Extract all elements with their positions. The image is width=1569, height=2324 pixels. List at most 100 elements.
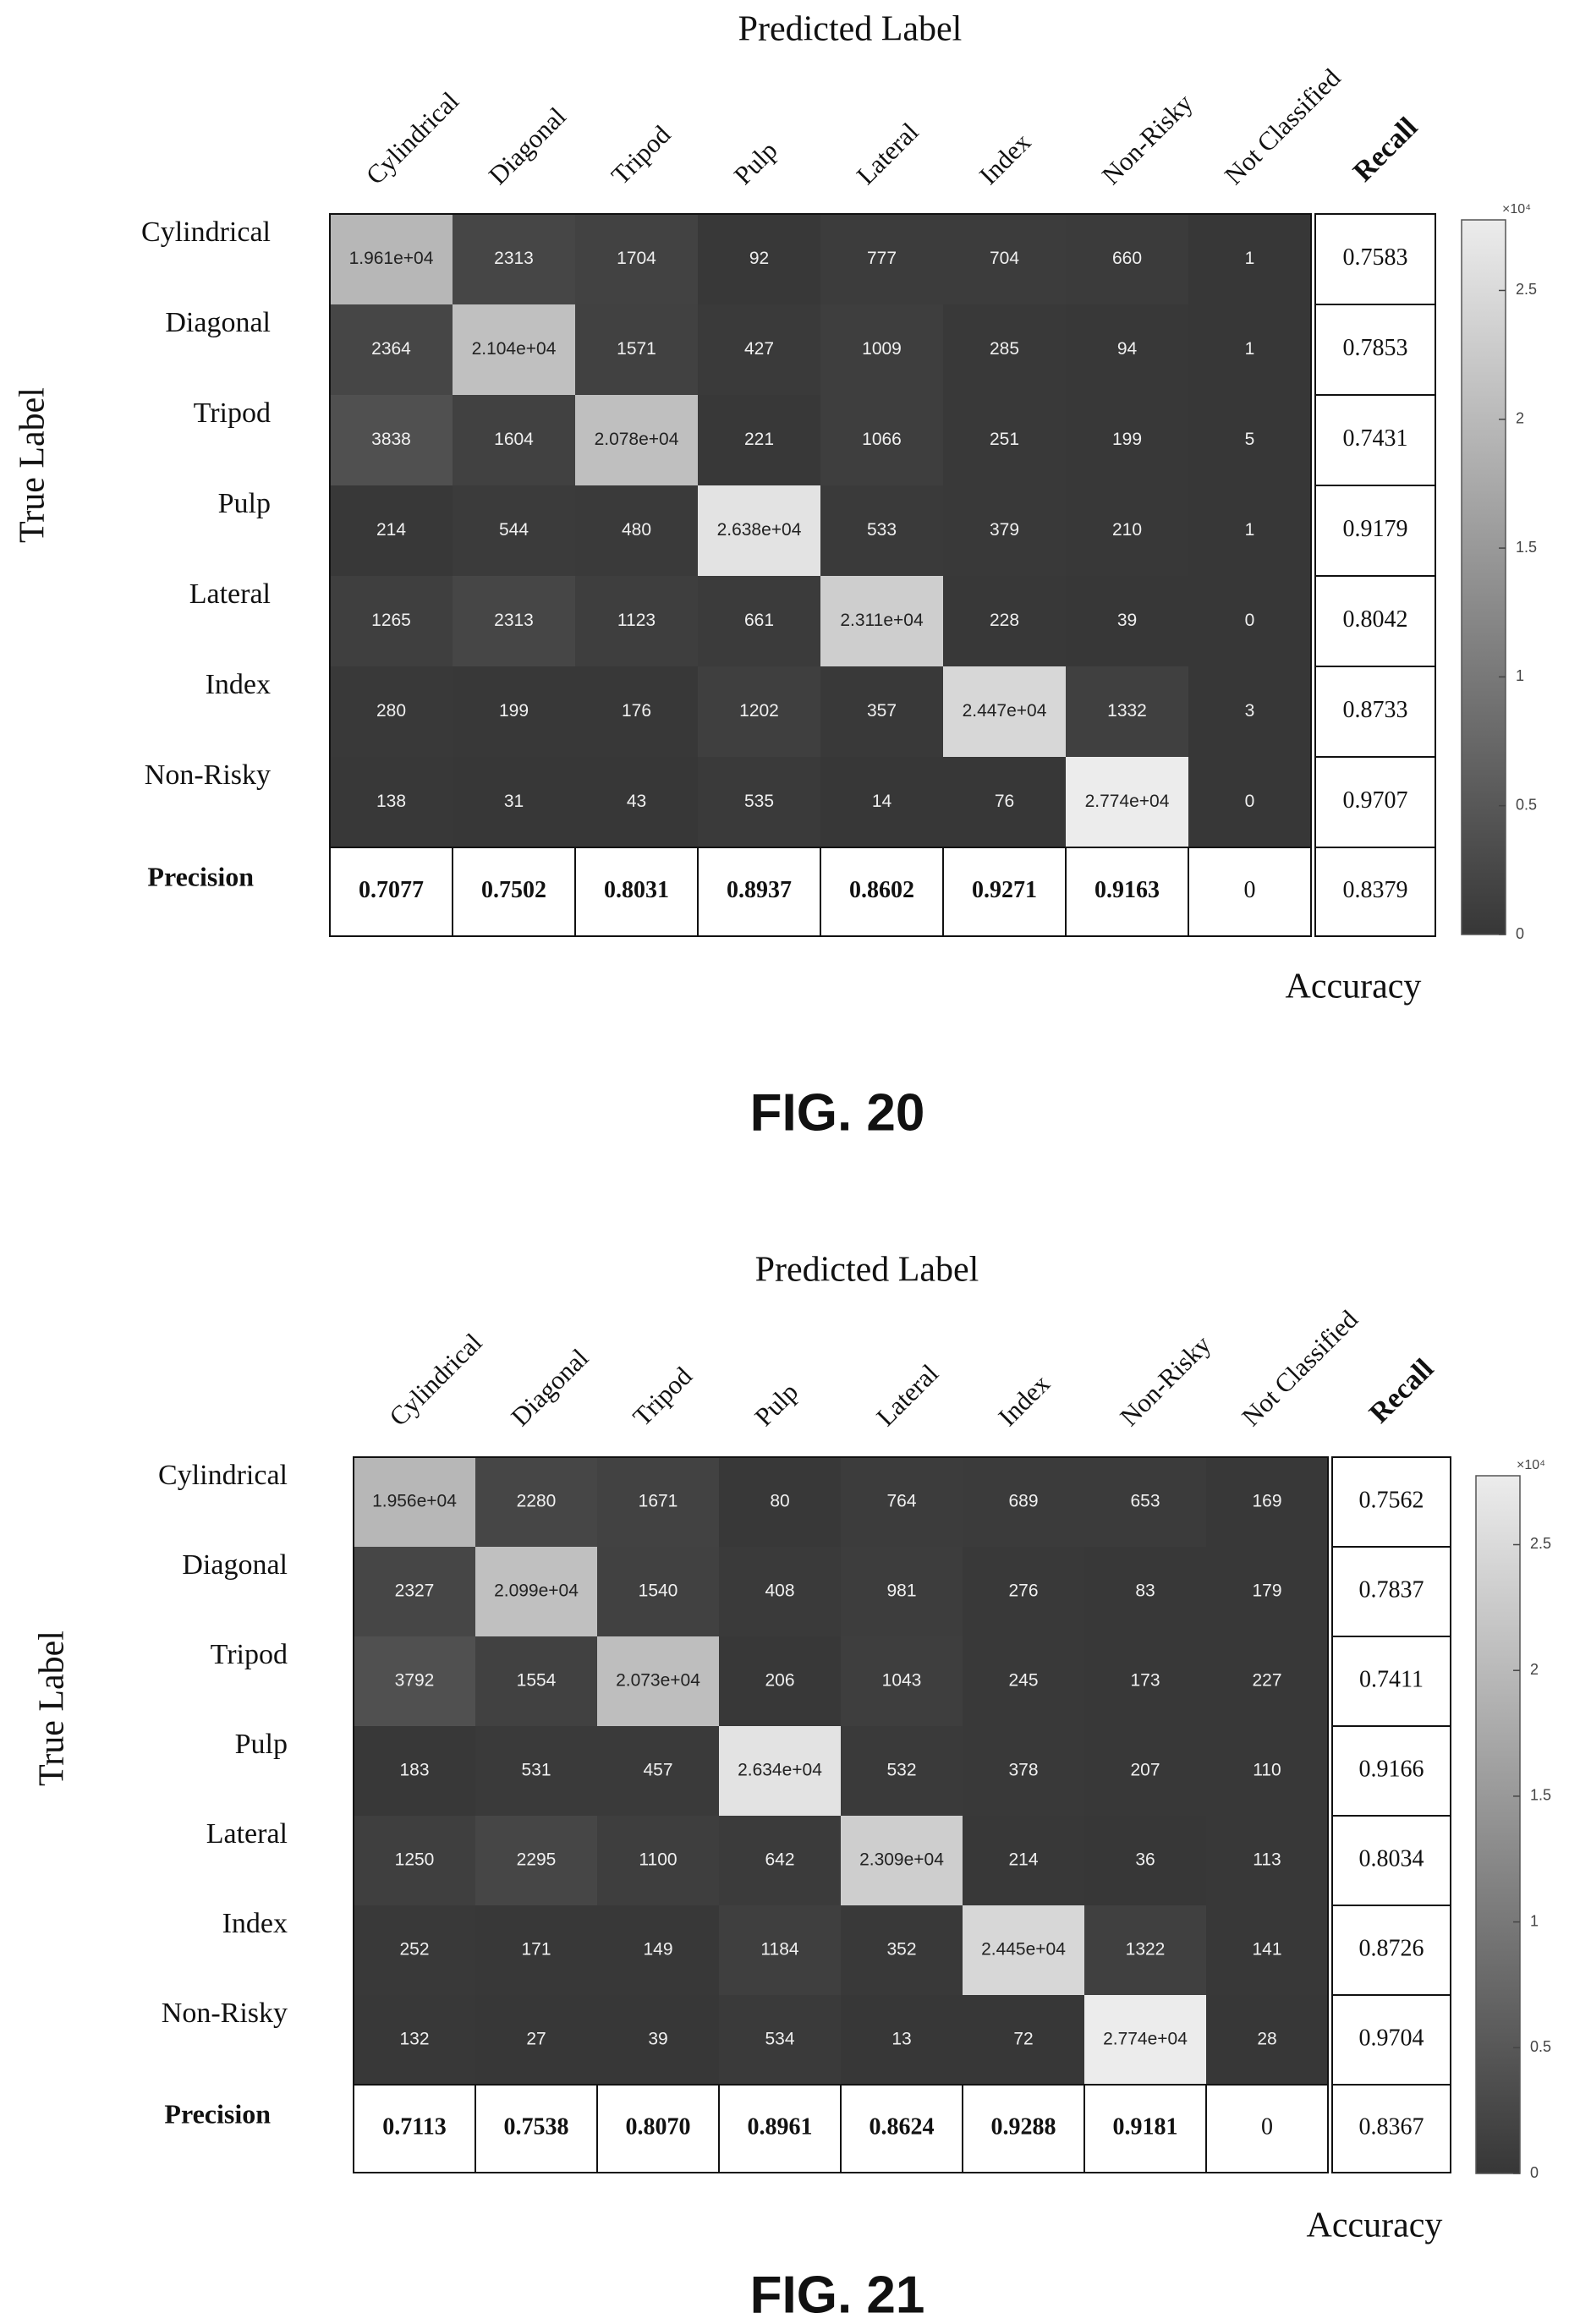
colorbar-tick-label: 2.5 (1516, 281, 1537, 298)
colorbar-tick-label: 2 (1530, 1661, 1539, 1678)
cell-value-label: 228 (990, 611, 1019, 630)
heatmap-cell (963, 1636, 1084, 1726)
cell-value-label: 661 (744, 611, 774, 630)
cell-value-label: 14 (872, 792, 892, 811)
cell-value-label: 276 (1008, 1581, 1038, 1601)
heatmap-cell (841, 1816, 963, 1905)
heatmap-cell (963, 1905, 1084, 1995)
precision-cell (329, 847, 453, 937)
cell-value-label: 132 (399, 2030, 429, 2049)
cell-value-label: 2313 (494, 611, 534, 630)
heatmap-cell (841, 1905, 963, 1995)
cell-value-label: 31 (504, 792, 524, 811)
heatmap-cell (1188, 395, 1311, 485)
heatmap-cell (820, 757, 943, 847)
heatmap-cell (597, 1726, 719, 1816)
cell-value-label: 1 (1245, 339, 1255, 359)
heatmap-cell (575, 304, 698, 395)
precision-value: 0.9271 (972, 877, 1037, 903)
precision-value: 0.8602 (849, 877, 914, 903)
heatmap-cell (475, 1905, 597, 1995)
cell-value-label: 285 (990, 339, 1019, 359)
precision-value: 0.9288 (991, 2113, 1056, 2140)
cell-value-label: 457 (643, 1761, 672, 1780)
cell-value-label: 214 (1008, 1850, 1038, 1870)
row-label: Non-Risky (145, 759, 271, 791)
heatmap-cell (575, 395, 698, 485)
precision-value: 0.7502 (481, 877, 546, 903)
precision-header: Precision (147, 861, 254, 891)
heatmap-cell (1206, 1816, 1328, 1905)
heatmap-cell (1084, 1995, 1206, 2085)
x-axis-title: Predicted Label (738, 10, 963, 49)
row-label: Index (222, 1908, 288, 1939)
precision-cell (840, 2084, 963, 2173)
row-label: Tripod (211, 1639, 288, 1670)
recall-cell (1331, 1636, 1451, 1727)
heatmap-cell (1188, 576, 1311, 666)
colorbar-tick-label: 2 (1516, 410, 1524, 427)
cell-value-label: 1322 (1126, 1940, 1166, 1960)
cell-value-label: 352 (886, 1940, 916, 1960)
heatmap-cell (330, 576, 453, 666)
heatmap-cell (575, 576, 698, 666)
precision-value: 0 (1244, 877, 1256, 903)
heatmap-cell (1188, 304, 1311, 395)
heatmap-cell (820, 485, 943, 576)
cell-value-label: 1571 (617, 339, 656, 359)
heatmap-cell (719, 1995, 841, 2085)
column-label: Cylindrical (383, 1328, 487, 1432)
cell-value-label: 1 (1245, 520, 1255, 540)
heatmap-cell (719, 1816, 841, 1905)
heatmap-cell (330, 304, 453, 395)
cell-value-label: 94 (1117, 339, 1138, 359)
cell-value-label: 138 (376, 792, 406, 811)
column-label: Cylindrical (360, 86, 464, 190)
figure-caption: FIG. 21 (750, 2266, 925, 2324)
column-label: Diagonal (505, 1343, 594, 1432)
heatmap-cell (354, 1726, 475, 1816)
cell-value-label: 480 (622, 520, 651, 540)
cell-value-label: 2.445e+04 (981, 1940, 1066, 1960)
cell-value-label: 1265 (371, 611, 411, 630)
heatmap-cell (943, 395, 1066, 485)
cell-value-label: 427 (744, 339, 774, 359)
cell-value-label: 1043 (882, 1671, 922, 1691)
colorbar: ×10⁴ 0 0.5 1 1.5 2 2.5 (1475, 1458, 1551, 2181)
cell-value-label: 3 (1245, 701, 1255, 721)
cell-value-label: 1066 (862, 430, 902, 449)
heatmap-cell (354, 1995, 475, 2085)
heatmap-cell (698, 666, 820, 757)
heatmap-cell (575, 757, 698, 847)
cell-value-label: 2.099e+04 (494, 1581, 579, 1601)
heatmap-cell (1206, 1905, 1328, 1995)
heatmap-cell (1084, 1547, 1206, 1636)
cell-value-label: 777 (867, 249, 897, 268)
heatmap-cell (597, 1995, 719, 2085)
cell-value-label: 1540 (639, 1581, 678, 1601)
cell-value-label: 251 (990, 430, 1019, 449)
recall-value: 0.8726 (1359, 1935, 1424, 1961)
accuracy-value: 0.8367 (1359, 2113, 1424, 2140)
y-axis-title: True Label (14, 387, 52, 543)
confusion-matrix-grid: 1.956e+04 2280 1671 80 764 689 653 169 2327 2.099… (158, 1304, 1451, 2173)
cell-value-label: 39 (648, 2030, 667, 2049)
heatmap-cell (475, 1457, 597, 1547)
cell-value-label: 72 (1013, 2030, 1033, 2049)
column-label: Not Classified (1219, 63, 1347, 190)
colorbar-tick-label: 1 (1530, 1912, 1539, 1929)
recall-cell (1314, 213, 1436, 305)
cell-value-label: 1100 (639, 1850, 677, 1870)
heatmap-cell (1188, 757, 1311, 847)
recall-value: 0.8042 (1343, 606, 1408, 633)
cell-value-label: 80 (770, 1492, 789, 1511)
cell-value-label: 39 (1117, 611, 1137, 630)
precision-cell (596, 2084, 720, 2173)
colorbar-tick-label: 1.5 (1516, 539, 1537, 556)
precision-value: 0.7113 (382, 2113, 446, 2140)
heatmap-cell (354, 1547, 475, 1636)
cell-value-label: 221 (744, 430, 774, 449)
heatmap-cell (698, 757, 820, 847)
heatmap-cell (963, 1726, 1084, 1816)
heatmap-cell (841, 1726, 963, 1816)
